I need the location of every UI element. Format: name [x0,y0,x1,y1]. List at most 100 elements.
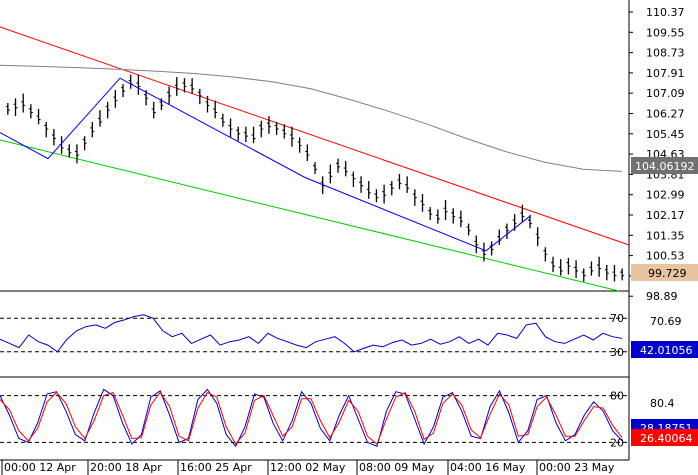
price-axis-label: 102.17 [646,209,685,222]
price-axis-label: 107.09 [646,87,685,100]
time-axis-label: 20:00 18 Apr [90,461,162,474]
price-bar [305,144,310,161]
price-bar [489,241,494,256]
price-bar [581,268,586,282]
price-bar [51,129,56,146]
price-bar [151,101,156,119]
price-bar [351,171,356,187]
rsi-level-label: 30 [610,346,624,359]
time-axis: 00:00 12 Apr 20:00 18 Apr 16:00 25 Apr 12:0… [1,460,615,475]
time-axis-label: 04:00 16 May [450,461,526,474]
price-bar [359,176,364,193]
price-bar [136,74,141,95]
price-bar [21,93,26,113]
price-axis-label: 100.53 [646,250,685,263]
price-bar [36,108,41,125]
price-bar [336,158,341,173]
stoch-red-badge-bg [631,429,698,446]
price-bar [197,88,202,105]
price-bar [443,199,448,221]
price-bar [251,126,256,144]
price-bar [167,86,172,105]
price-bar [313,162,317,174]
price-axis-label: 110.37 [646,6,685,19]
price-bar [182,78,187,93]
price-bar [343,160,348,177]
rsi-panel: 70 30 70.69 [0,312,682,359]
price-bar [90,121,95,138]
price-bar [412,189,417,206]
price-bar [128,74,133,89]
stoch-k-line [0,388,623,448]
price-bar [297,137,302,153]
price-bar [5,103,10,115]
panel-frames [0,0,630,461]
current-price-badge-bg [631,264,698,281]
rsi-current-label: 42.01056 [640,344,693,357]
price-bar [121,84,126,98]
price-bar [228,118,233,138]
price-bar [105,101,110,119]
price-axis-label: 101.35 [646,229,685,242]
price-bar [328,164,333,184]
price-bar [620,268,625,281]
price-bar [67,144,72,158]
price-axis-label: 102.99 [646,189,685,202]
price-bar [366,181,371,199]
price-bar [213,100,218,119]
price-bar [566,257,571,275]
price-bar [374,189,379,203]
time-axis-label: 08:00 09 May [359,461,435,474]
price-axis-label: 106.27 [646,108,685,121]
stoch-axis-label: 80.4 [650,397,675,410]
price-bar [82,136,87,151]
price-bar [28,104,33,119]
price-bar [289,126,294,147]
price-bar [259,120,264,138]
price-bar [520,204,525,223]
current-price-label: 99.729 [648,267,687,280]
price-bar [113,90,118,108]
stochastic-panel: 80 20 80.4 [0,388,675,449]
price-bar [558,259,563,276]
stoch-d-line [0,391,623,445]
moving-average-line [0,64,623,172]
price-bar [220,113,225,127]
price-axis-label: 98.89 [646,290,678,303]
time-axis-label: 00:00 12 Apr [4,461,76,474]
price-bar [13,98,18,117]
price-bar [282,124,287,139]
price-axis-label: 109.55 [646,26,685,39]
price-bar [574,260,579,278]
price-bar [205,95,210,113]
price-bar [74,144,79,164]
price-bar [497,229,502,245]
price-bar [466,223,471,236]
price-bar [474,235,479,254]
time-axis-label: 12:00 02 May [270,461,346,474]
rsi-axis-label: 70.69 [650,315,682,328]
price-axis-label: 107.91 [646,67,685,80]
price-bar [481,242,486,262]
price-bar [451,208,456,224]
ma-label: 104.06192 [635,160,695,173]
price-bar [405,176,410,193]
price-bar [458,210,463,228]
ma-badge: 104.06192 [631,157,698,174]
price-bar [389,181,394,196]
price-bar [243,126,248,143]
support-trendline [0,139,620,292]
price-bar [397,173,402,190]
price-bar [420,194,425,212]
price-bar [597,256,602,277]
price-axis: 110.37 109.55 108.73 107.91 107.09 106.27 105.… [629,6,685,303]
price-bar [435,209,440,224]
zigzag-line [0,77,532,252]
price-bar [428,207,433,221]
price-bar [236,126,241,141]
current-price-badge: 99.729 [631,264,698,281]
time-axis-label: 00:00 23 May [539,461,615,474]
price-bar [551,256,556,273]
rsi-current-badge: 42.01056 [631,341,698,358]
